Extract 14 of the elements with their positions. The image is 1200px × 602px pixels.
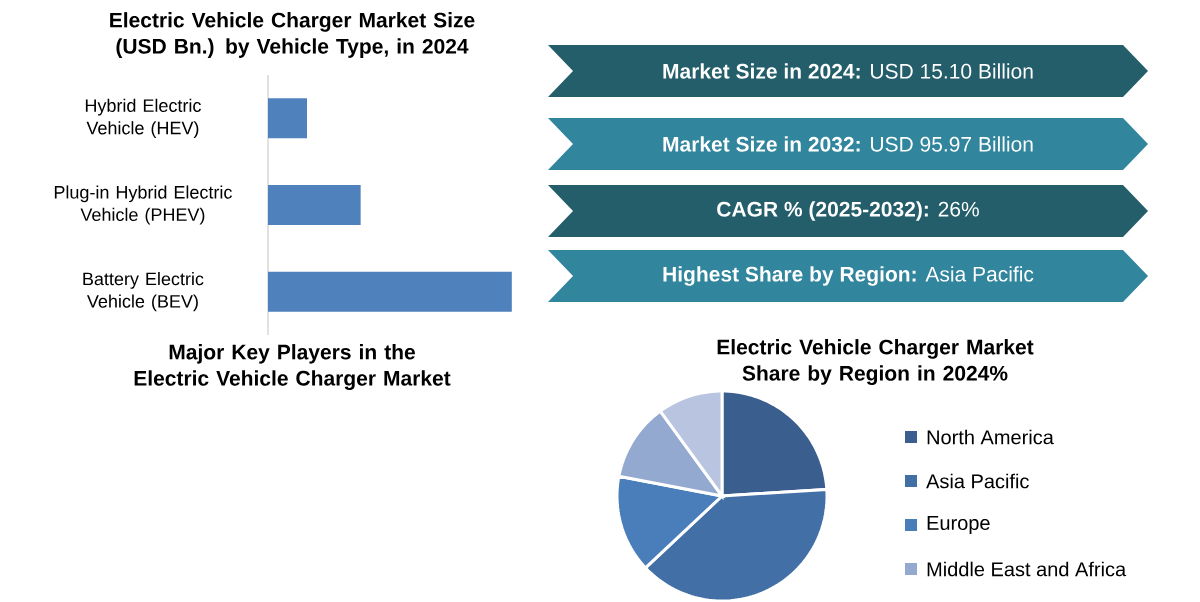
text: Market Size in 2032: USD 95.97 Billion <box>663 136 1033 152</box>
text: Major Key Players in the Electric Vehicle Charger Market <box>134 343 451 390</box>
legend-label: Asia Pacific <box>926 473 1029 489</box>
legend-label: North America <box>927 429 1054 445</box>
legend-label: Europe <box>927 515 990 534</box>
chart-title: Electric Vehicle Charger Market Share by Region in 2024% <box>717 338 1034 385</box>
legend-label: Middle East and Africa <box>927 561 1127 577</box>
text: CAGR % (2025-2032): 26% <box>717 200 979 221</box>
text: Market Size in 2024: USD 15.10 Billion <box>663 63 1033 79</box>
text: Highest Share by Region: Asia Pacific <box>663 265 1034 286</box>
chart-title: Electric Vehicle Charger Market Size (USD Bn.) by Vehicle Type, in 2024 <box>110 11 475 58</box>
y-tick-label: Hybrid Electric Vehicle (HEV) <box>85 98 201 138</box>
y-tick-label: Plug-in Hybrid Electric Vehicle (PHEV) <box>54 185 232 225</box>
y-tick-label: Battery Electric Vehicle (BEV) <box>83 271 204 312</box>
